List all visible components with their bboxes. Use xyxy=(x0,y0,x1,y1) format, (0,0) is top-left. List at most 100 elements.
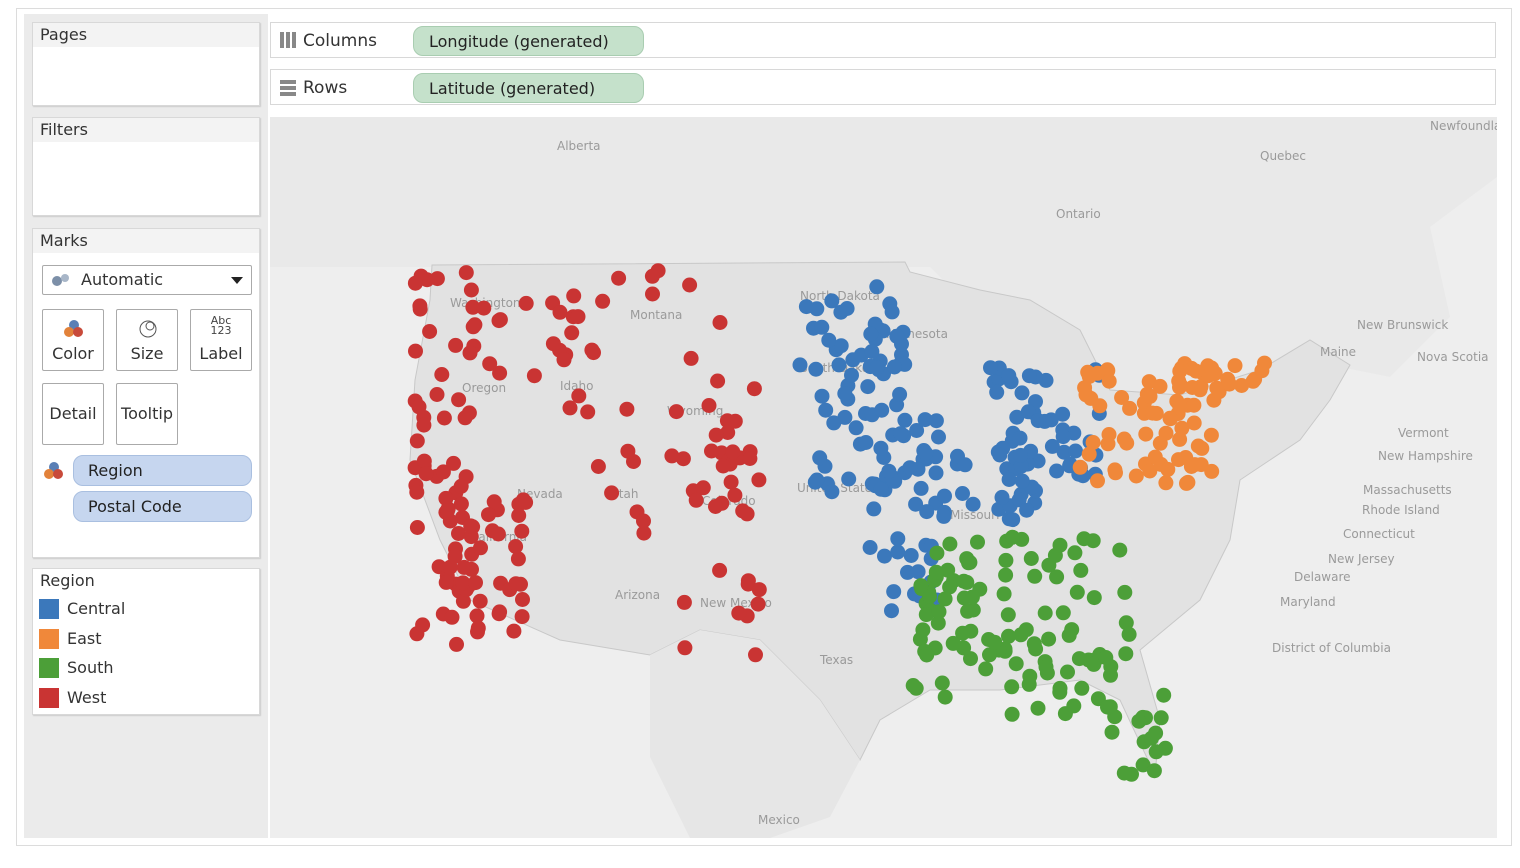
pages-card[interactable]: Pages xyxy=(32,22,260,106)
postal-code-mark[interactable] xyxy=(434,367,450,382)
legend-label[interactable]: Central xyxy=(67,599,126,618)
postal-code-mark[interactable] xyxy=(490,526,506,542)
postal-code-mark[interactable] xyxy=(1008,656,1024,672)
postal-code-mark[interactable] xyxy=(1102,699,1118,715)
detail-button[interactable]: Detail xyxy=(42,383,104,445)
postal-code-mark[interactable] xyxy=(1122,400,1138,416)
postal-code-mark[interactable] xyxy=(959,574,975,590)
postal-code-mark[interactable] xyxy=(644,268,660,284)
postal-code-mark[interactable] xyxy=(676,594,692,610)
tooltip-button[interactable]: Tooltip xyxy=(116,383,178,445)
postal-code-mark[interactable] xyxy=(1064,622,1080,638)
postal-code-mark[interactable] xyxy=(619,401,635,417)
postal-code-mark[interactable] xyxy=(1172,398,1188,414)
postal-code-mark[interactable] xyxy=(818,402,834,418)
postal-code-mark[interactable] xyxy=(903,548,919,563)
postal-code-mark[interactable] xyxy=(1135,757,1151,773)
postal-code-mark[interactable] xyxy=(934,675,950,691)
postal-code-mark[interactable] xyxy=(1026,636,1042,652)
postal-code-mark[interactable] xyxy=(1221,376,1237,392)
legend-label[interactable]: South xyxy=(67,658,114,677)
postal-code-mark[interactable] xyxy=(915,622,931,638)
postal-code-mark[interactable] xyxy=(983,360,998,376)
postal-code-mark[interactable] xyxy=(712,562,728,578)
postal-code-mark[interactable] xyxy=(1021,368,1037,384)
postal-code-mark[interactable] xyxy=(455,593,471,609)
postal-code-mark[interactable] xyxy=(1055,605,1071,621)
postal-code-mark[interactable] xyxy=(1030,413,1046,429)
postal-code-mark[interactable] xyxy=(837,386,853,401)
postal-code-mark[interactable] xyxy=(1055,429,1071,445)
postal-code-mark[interactable] xyxy=(467,317,483,333)
postal-code-mark[interactable] xyxy=(831,357,847,373)
filters-card[interactable]: Filters xyxy=(32,117,260,216)
postal-code-mark[interactable] xyxy=(1012,430,1028,446)
postal-code-mark[interactable] xyxy=(1027,568,1043,584)
postal-code-mark[interactable] xyxy=(526,368,542,384)
postal-code-mark[interactable] xyxy=(991,501,1007,517)
postal-code-mark[interactable] xyxy=(492,365,508,381)
postal-code-mark[interactable] xyxy=(1018,622,1034,638)
postal-code-mark[interactable] xyxy=(465,299,481,315)
postal-code-mark[interactable] xyxy=(580,404,596,420)
postal-code-mark[interactable] xyxy=(571,388,587,404)
postal-code-mark[interactable] xyxy=(1092,398,1108,414)
postal-code-mark[interactable] xyxy=(682,277,698,293)
postal-code-mark[interactable] xyxy=(451,526,466,541)
postal-code-mark[interactable] xyxy=(552,304,568,320)
postal-code-mark[interactable] xyxy=(463,282,479,298)
postal-code-mark[interactable] xyxy=(858,435,874,450)
postal-code-mark[interactable] xyxy=(964,589,980,605)
postal-code-mark[interactable] xyxy=(688,492,704,508)
postal-code-mark[interactable] xyxy=(556,352,572,368)
postal-code-mark[interactable] xyxy=(1193,379,1209,395)
postal-code-mark[interactable] xyxy=(453,496,469,512)
postal-code-mark[interactable] xyxy=(645,286,660,302)
postal-code-mark[interactable] xyxy=(942,536,958,552)
postal-code-mark[interactable] xyxy=(438,490,454,506)
postal-code-mark[interactable] xyxy=(1190,438,1206,454)
postal-code-mark[interactable] xyxy=(1172,431,1188,447)
postal-code-mark[interactable] xyxy=(584,342,600,358)
postal-code-mark[interactable] xyxy=(677,640,693,656)
postal-code-mark[interactable] xyxy=(455,575,471,591)
postal-code-mark[interactable] xyxy=(1234,378,1250,393)
postal-code-mark[interactable] xyxy=(965,496,981,512)
postal-code-mark[interactable] xyxy=(1193,457,1209,473)
postal-code-mark[interactable] xyxy=(1074,680,1090,696)
postal-code-mark[interactable] xyxy=(514,609,530,625)
postal-code-mark[interactable] xyxy=(1119,435,1135,451)
postal-code-mark[interactable] xyxy=(562,400,578,416)
postal-code-mark[interactable] xyxy=(704,443,719,459)
postal-code-mark[interactable] xyxy=(453,478,469,494)
postal-code-mark[interactable] xyxy=(1086,656,1102,672)
postal-code-mark[interactable] xyxy=(992,447,1008,463)
postal-code-mark[interactable] xyxy=(869,360,885,375)
postal-code-mark[interactable] xyxy=(928,465,944,481)
postal-code-mark[interactable] xyxy=(821,332,837,348)
postal-code-mark[interactable] xyxy=(725,444,741,460)
postal-code-mark[interactable] xyxy=(448,337,464,353)
postal-code-mark[interactable] xyxy=(712,315,728,330)
postal-code-mark[interactable] xyxy=(837,409,853,425)
postal-code-mark[interactable] xyxy=(892,386,908,402)
postal-code-mark[interactable] xyxy=(889,328,905,344)
longitude-pill[interactable]: Longitude (generated) xyxy=(413,26,644,56)
postal-code-mark[interactable] xyxy=(864,344,880,359)
size-button[interactable]: Size xyxy=(116,309,178,371)
postal-code-mark[interactable] xyxy=(515,592,530,607)
postal-code-mark[interactable] xyxy=(748,647,763,663)
postal-code-mark[interactable] xyxy=(710,373,726,389)
postal-code-mark[interactable] xyxy=(970,534,985,550)
postal-code-mark[interactable] xyxy=(1148,725,1164,741)
postal-code-mark[interactable] xyxy=(708,499,723,514)
legend-swatch[interactable] xyxy=(39,599,59,619)
postal-code-mark[interactable] xyxy=(422,324,438,339)
postal-code-mark[interactable] xyxy=(1153,710,1169,726)
postal-code-mark[interactable] xyxy=(937,488,952,504)
postal-code-mark[interactable] xyxy=(435,464,451,480)
postal-code-mark[interactable] xyxy=(1085,435,1101,450)
postal-code-mark[interactable] xyxy=(1172,363,1188,379)
postal-code-mark[interactable] xyxy=(751,472,767,488)
postal-code-mark[interactable] xyxy=(1020,404,1036,420)
